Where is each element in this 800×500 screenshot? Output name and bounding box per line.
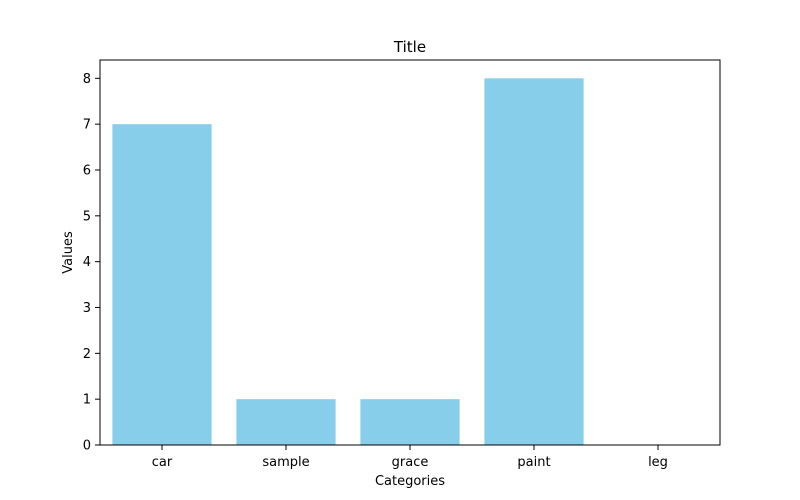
y-axis-label: Values (61, 231, 76, 274)
y-tick-label: 3 (83, 301, 91, 316)
y-tick-label: 6 (83, 164, 91, 179)
y-tick-label: 7 (83, 118, 91, 133)
y-axis-ticks: 0 1 2 3 4 5 6 7 8 (83, 72, 100, 454)
x-tick-label: paint (517, 455, 550, 470)
plot-frame (99, 59, 721, 446)
x-tick-label: car (152, 455, 173, 470)
chart-title: Title (393, 38, 426, 56)
x-tick-label: grace (392, 455, 429, 470)
y-tick-label: 4 (83, 255, 91, 270)
bar-grace (360, 399, 460, 445)
bar-car (112, 124, 212, 446)
y-tick-label: 0 (83, 439, 91, 454)
x-tick-label: leg (648, 455, 668, 470)
bar-paint (484, 78, 584, 445)
y-tick-label: 8 (83, 72, 91, 87)
x-axis-label: Categories (375, 474, 445, 489)
x-tick-label: sample (262, 455, 309, 470)
x-axis-ticks: car sample grace paint leg (152, 445, 668, 470)
y-tick-label: 1 (83, 393, 91, 408)
y-tick-label: 2 (83, 347, 91, 362)
y-tick-label: 5 (83, 209, 91, 224)
bar-sample (236, 399, 336, 445)
bars (112, 78, 584, 446)
